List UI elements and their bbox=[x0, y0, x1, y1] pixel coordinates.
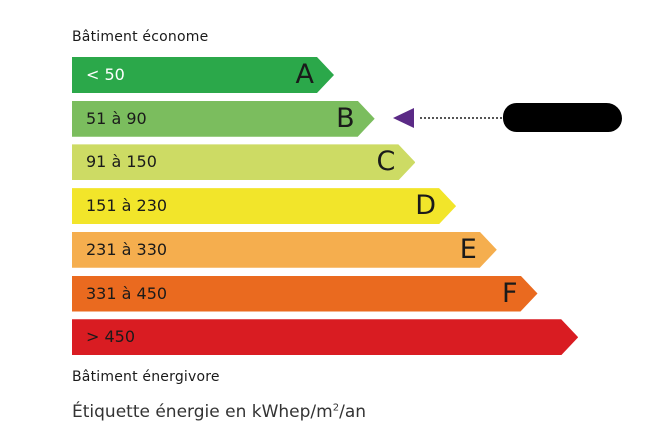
caption: Étiquette énergie en kWhep/m2/an bbox=[72, 402, 366, 422]
class-letter: F bbox=[501, 277, 518, 309]
class-letter: C bbox=[376, 146, 396, 178]
class-range: 151 à 230 bbox=[86, 196, 168, 216]
class-range: 91 à 150 bbox=[86, 152, 157, 172]
caption-suffix: /an bbox=[339, 402, 367, 422]
redacted-value bbox=[503, 103, 622, 132]
class-letter: A bbox=[295, 59, 314, 90]
top-label: Bâtiment économe bbox=[72, 29, 209, 45]
energy-class-bar-b: 51 à 90 B bbox=[72, 101, 375, 137]
energy-class-bar-c: 91 à 150 C bbox=[72, 144, 415, 180]
class-range: 51 à 90 bbox=[86, 108, 147, 128]
caption-sup: 2 bbox=[332, 402, 340, 414]
class-letter: E bbox=[459, 233, 477, 265]
energy-class-bar-d: 151 à 230 D bbox=[72, 188, 456, 224]
energy-class-bar-g: > 450 bbox=[72, 319, 578, 355]
pointer-dotted-line bbox=[420, 117, 502, 119]
class-range: > 450 bbox=[86, 327, 136, 347]
bottom-label: Bâtiment énergivore bbox=[72, 369, 220, 385]
class-range: 331 à 450 bbox=[86, 283, 168, 303]
caption-prefix: Étiquette énergie en kWhep/m bbox=[72, 402, 333, 422]
class-range: < 50 bbox=[86, 65, 125, 84]
current-class-pointer-icon bbox=[393, 108, 414, 128]
energy-class-bar-a: < 50 A bbox=[72, 57, 334, 93]
class-range: 231 à 330 bbox=[86, 239, 168, 259]
energy-class-bar-e: 231 à 330 E bbox=[72, 232, 497, 268]
class-letter: D bbox=[415, 190, 437, 222]
energy-class-bar-f: 331 à 450 F bbox=[72, 276, 538, 312]
class-letter: B bbox=[336, 102, 355, 134]
